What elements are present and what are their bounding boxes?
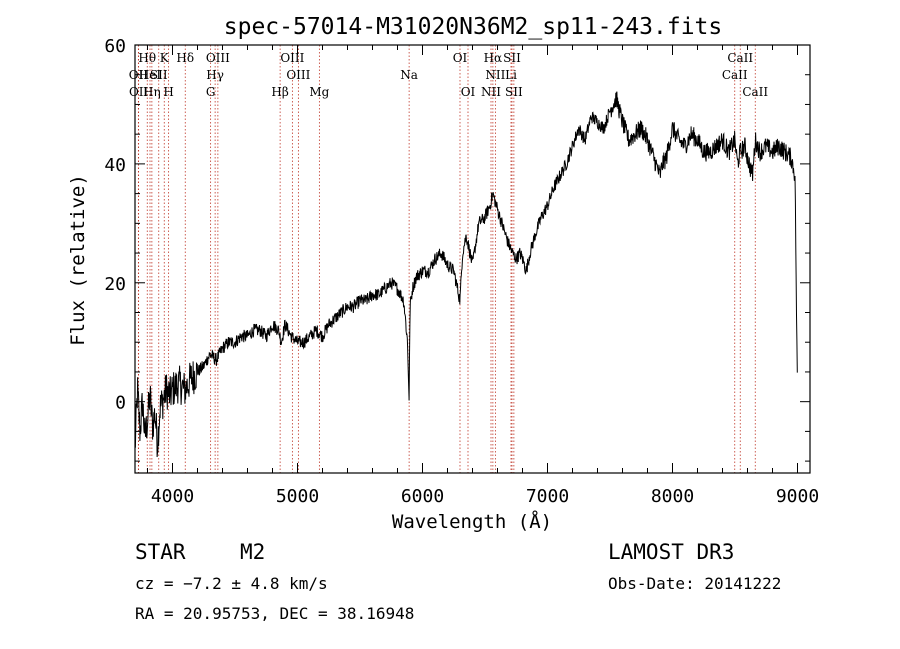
x-tick-label: 5000 — [276, 486, 319, 507]
spectral-line-label: OIII — [286, 68, 310, 82]
spectral-line-label: OIII — [280, 51, 304, 65]
spectral-line-label: Na — [400, 68, 418, 82]
observation-date: Obs-Date: 20141222 — [608, 574, 782, 593]
x-tick-label: 7000 — [526, 486, 569, 507]
spectral-line-label: CaII — [722, 68, 748, 82]
spectral-line-label: NII — [485, 68, 505, 82]
y-tick-label: 20 — [104, 274, 126, 295]
spectral-line-label: Hδ — [176, 51, 194, 65]
spectral-line-label: CaII — [727, 51, 753, 65]
series-layer — [134, 91, 798, 458]
x-tick-label: 8000 — [651, 486, 694, 507]
spectral-line-label: OIII — [206, 51, 230, 65]
spectral-line-label: OII — [129, 85, 149, 99]
spectral-line-label: Hγ — [206, 68, 224, 82]
spectral-lines-layer — [137, 45, 756, 473]
spectral-line-label: H — [163, 85, 173, 99]
x-tick-label: 4000 — [151, 486, 194, 507]
spectral-line-label: OI — [461, 85, 476, 99]
spectral-line-label: Mg — [309, 85, 329, 99]
spectral-line-label: K — [160, 51, 170, 65]
spectral-line-label: G — [206, 85, 216, 99]
y-tick-label: 60 — [104, 36, 126, 57]
spectral-line-label: Hη — [143, 85, 161, 99]
spectral-line-label: SII — [505, 85, 523, 99]
flux-series-line — [134, 91, 798, 458]
x-axis-label: Wavelength (Å) — [392, 510, 552, 533]
spectral-line-label: Hα — [484, 51, 503, 65]
coordinates: RA = 20.95753, DEC = 38.16948 — [135, 604, 415, 623]
spectral-line-label: SII — [150, 68, 168, 82]
redshift-value: cz = −7.2 ± 4.8 km/s — [135, 574, 328, 593]
object-class: STAR — [135, 540, 186, 564]
y-tick-label: 40 — [104, 155, 126, 176]
y-tick-label: 0 — [115, 393, 126, 414]
spectral-line-label: OII — [129, 68, 149, 82]
x-tick-label: 6000 — [401, 486, 444, 507]
spectral-line-label: Hβ — [271, 85, 288, 99]
spectral-line-label: SII — [503, 51, 521, 65]
spectral-line-label: HeI — [139, 68, 162, 82]
chart-title: spec-57014-M31020N36M2_sp11-243.fits — [224, 14, 723, 40]
y-axis-label: Flux (relative) — [67, 174, 89, 346]
spectral-line-label: CaII — [742, 85, 768, 99]
spectral-line-label: OI — [453, 51, 468, 65]
spectral-line-label: Li — [505, 68, 517, 82]
object-subclass: M2 — [240, 540, 266, 564]
ticks-layer: 4000 5000 6000 7000 8000 9000 0 20 40 60 — [104, 36, 819, 507]
spectral-line-label: Hθ — [138, 51, 156, 65]
survey-name: LAMOST DR3 — [608, 540, 735, 564]
x-tick-label: 9000 — [776, 486, 819, 507]
spectral-line-label: NII — [481, 85, 501, 99]
